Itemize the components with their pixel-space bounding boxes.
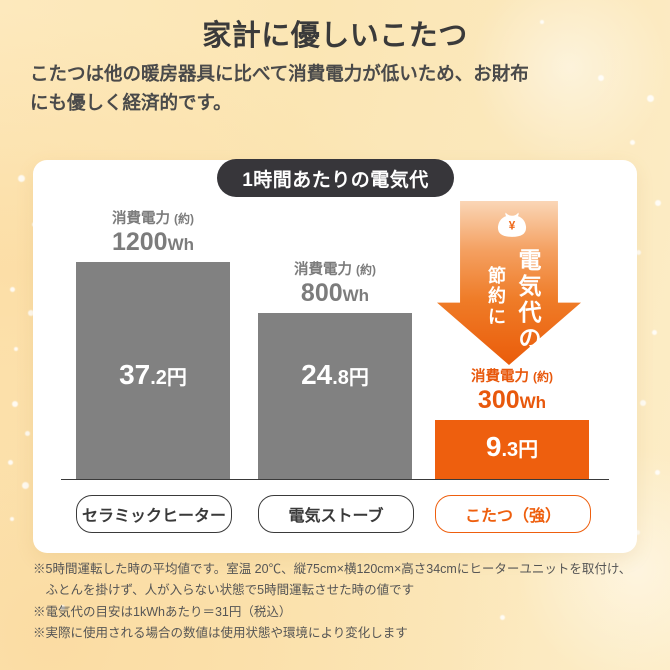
- svg-text:¥: ¥: [509, 220, 516, 233]
